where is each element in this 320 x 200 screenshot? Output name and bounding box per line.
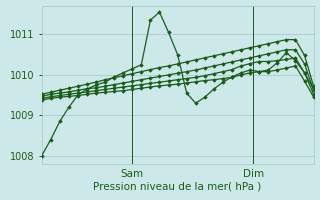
X-axis label: Pression niveau de la mer( hPa ): Pression niveau de la mer( hPa ) [93, 182, 262, 192]
